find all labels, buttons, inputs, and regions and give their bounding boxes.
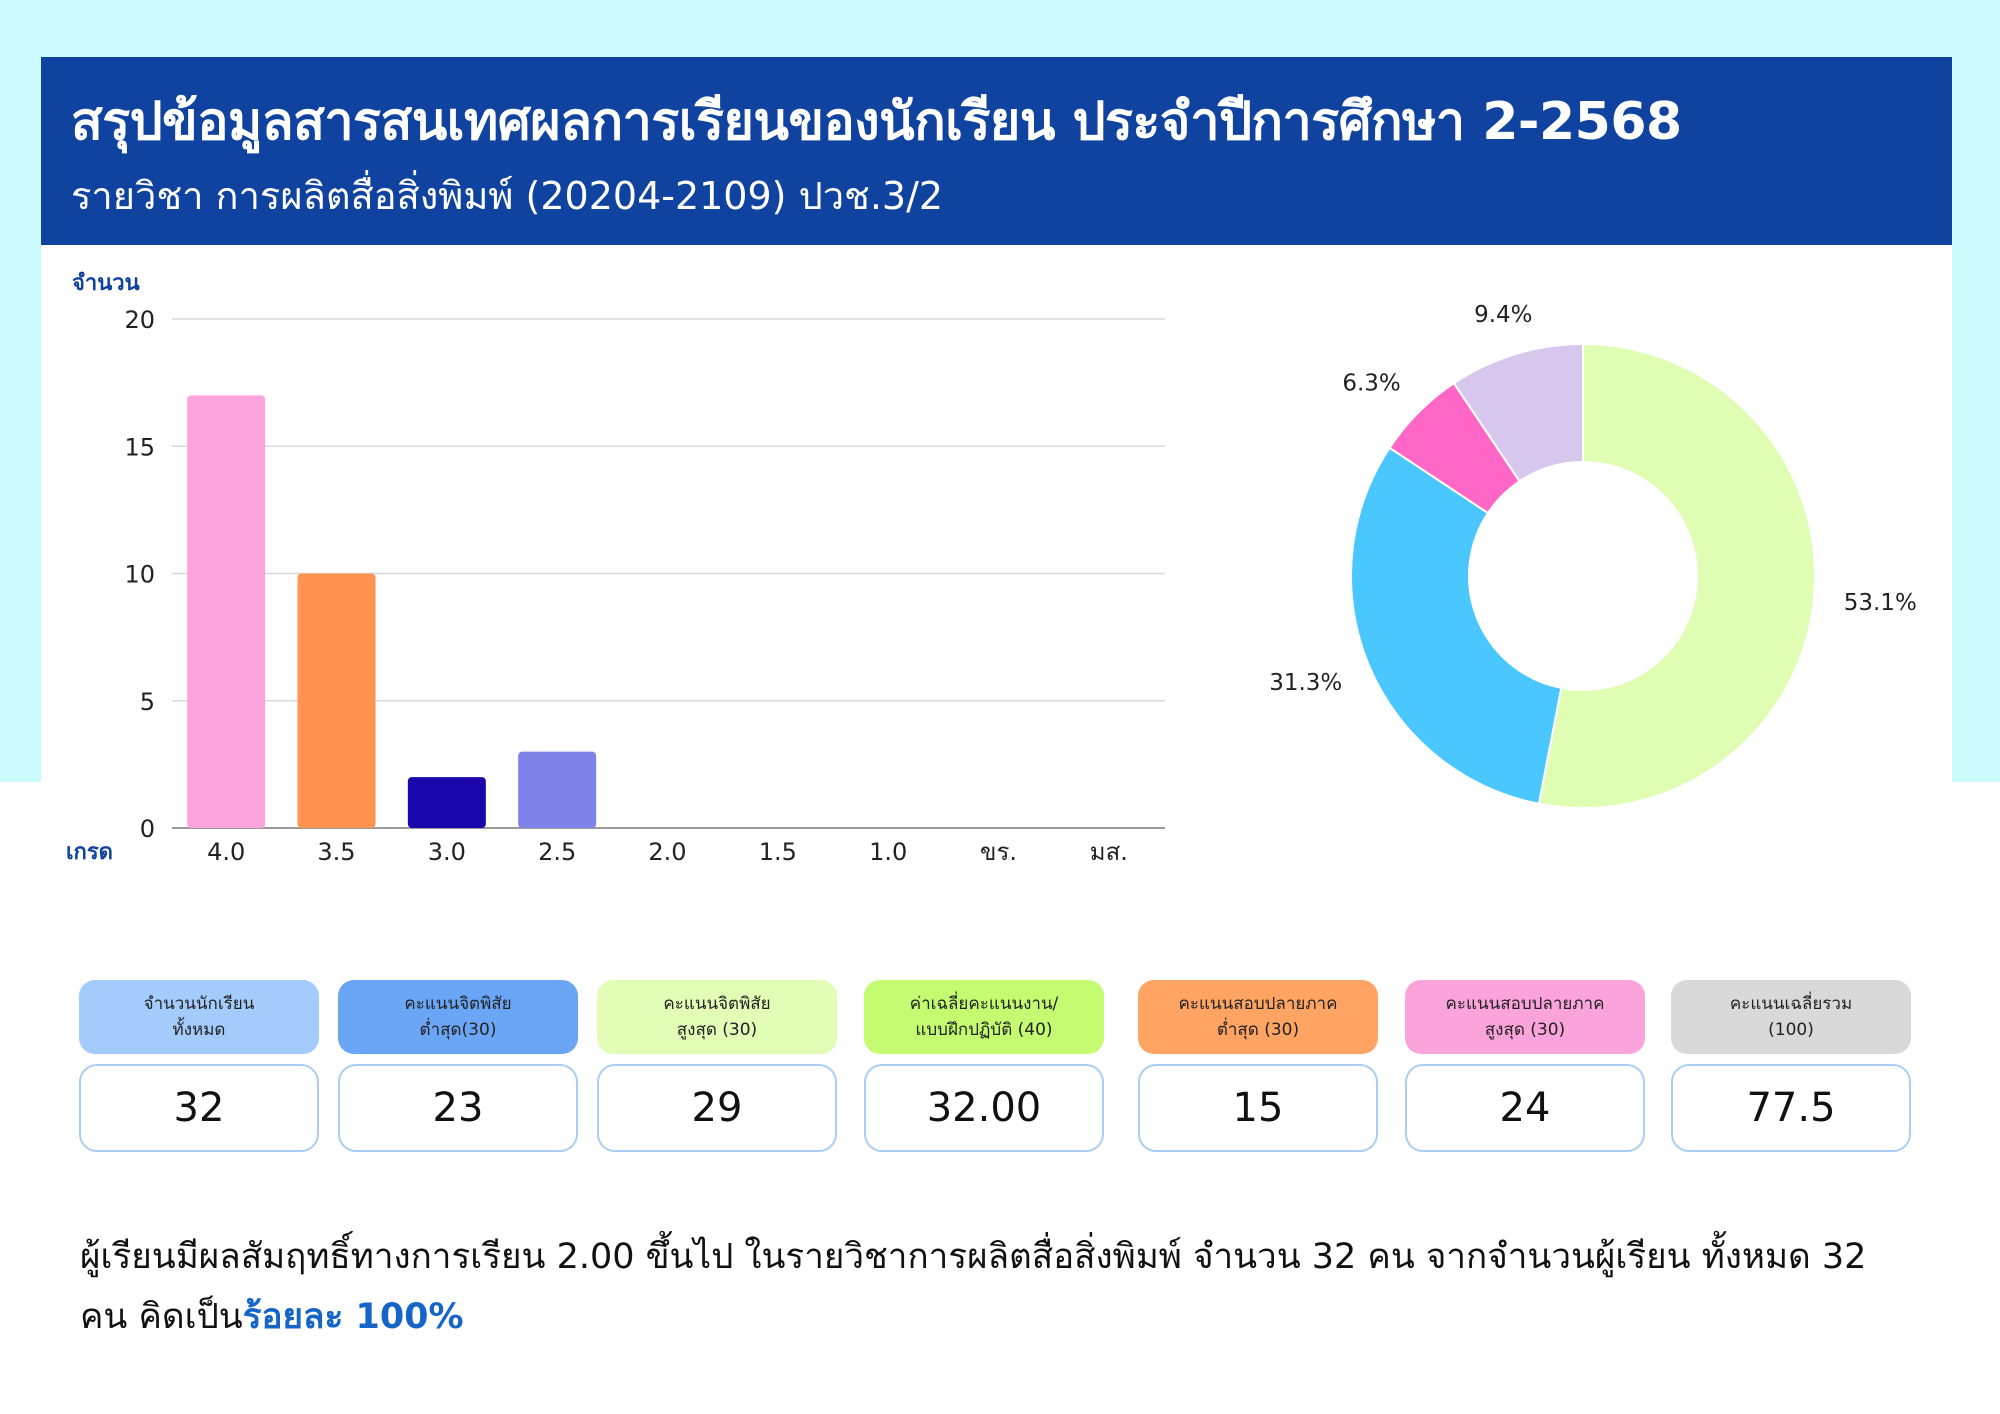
donut-slice-label: 6.3% [1342,371,1400,397]
y-tick-label: 5 [140,688,155,716]
stat-label: คะแนนจิตพิสัย สูงสุด (30) [597,980,837,1054]
stat-label: คะแนนสอบปลายภาค ต่ำสุด (30) [1138,980,1378,1054]
stat-label: ค่าเฉลี่ยคะแนนงาน/ แบบฝึกปฏิบัติ (40) [864,980,1104,1054]
bar [407,777,486,828]
stat-value: 32 [79,1064,319,1152]
x-axis-label: เกรด [66,840,113,865]
bar [187,395,266,828]
y-tick-label: 15 [124,433,155,461]
stat-value: 24 [1405,1064,1645,1152]
stat-card: คะแนนสอบปลายภาค ต่ำสุด (30) 15 [1138,980,1378,1152]
y-axis-label: จำนวน [72,271,140,296]
stat-card: ค่าเฉลี่ยคะแนนงาน/ แบบฝึกปฏิบัติ (40) 32.… [864,980,1104,1152]
stat-label: คะแนนเฉลี่ยรวม (100) [1671,980,1911,1054]
stat-value: 32.00 [864,1064,1104,1152]
donut-slice [1537,342,1816,809]
summary-text: ผู้เรียนมีผลสัมฤทธิ์ทางการเรียน 2.00 ขึ้… [80,1227,1920,1347]
stat-card: คะแนนเฉลี่ยรวม (100) 77.5 [1671,980,1911,1152]
report-header: สรุปข้อมูลสารสนเทศผลการเรียนของนักเรียน … [41,57,1952,245]
x-tick-label: ขร. [980,838,1017,866]
bar [297,573,376,828]
x-tick-label: 1.5 [759,838,797,866]
donut-slice-label: 31.3% [1269,670,1342,696]
x-tick-label: 2.0 [648,838,686,866]
stat-value: 23 [338,1064,578,1152]
page-title: สรุปข้อมูลสารสนเทศผลการเรียนของนักเรียน … [71,92,1682,152]
stat-value: 77.5 [1671,1064,1911,1152]
bar [518,751,597,828]
stat-label: จำนวนนักเรียน ทั้งหมด [79,980,319,1054]
page-subtitle: รายวิชา การผลิตสื่อสิ่งพิมพ์ (20204-2109… [71,174,944,218]
stat-value: 15 [1138,1064,1378,1152]
y-tick-label: 0 [140,815,155,843]
stat-value: 29 [597,1064,837,1152]
y-tick-label: 10 [124,561,155,589]
donut-slice-label: 9.4% [1474,302,1532,328]
stat-label: คะแนนจิตพิสัย ต่ำสุด(30) [338,980,578,1054]
stat-card: คะแนนสอบปลายภาค สูงสุด (30) 24 [1405,980,1645,1152]
stat-card: คะแนนจิตพิสัย ต่ำสุด(30) 23 [338,980,578,1152]
summary-highlight: ร้อยละ 100% [242,1297,464,1337]
grade-donut-chart: 53.1% 31.3% 6.3% 9.4% [1269,302,1917,809]
stat-label: คะแนนสอบปลายภาค สูงสุด (30) [1405,980,1645,1054]
x-tick-label: 3.5 [317,838,355,866]
stat-card: จำนวนนักเรียน ทั้งหมด 32 [79,980,319,1152]
x-tick-label: 1.0 [869,838,907,866]
donut-slice [1350,446,1563,805]
x-tick-label: 2.5 [538,838,576,866]
x-tick-label: 3.0 [428,838,466,866]
y-tick-label: 20 [124,306,155,334]
x-tick-label: 4.0 [207,838,245,866]
stat-card: คะแนนจิตพิสัย สูงสุด (30) 29 [597,980,837,1152]
donut-slice-label: 53.1% [1844,590,1917,616]
summary-body: ผู้เรียนมีผลสัมฤทธิ์ทางการเรียน 2.00 ขึ้… [80,1237,1867,1337]
x-tick-label: มส. [1090,838,1128,866]
donut-slice [1452,342,1584,483]
